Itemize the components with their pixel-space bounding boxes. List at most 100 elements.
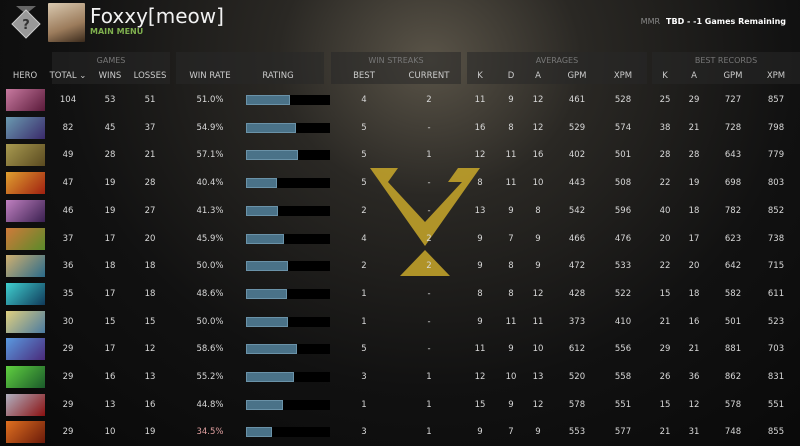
cell-wins: 13	[104, 399, 116, 410]
cell-wins: 17	[104, 288, 116, 299]
column-header-d[interactable]: D	[507, 71, 515, 81]
hero-portrait[interactable]	[6, 282, 45, 305]
cell-xpm: 577	[614, 427, 632, 438]
cell-win-rate: 51.0%	[196, 95, 224, 105]
cell-best: 5	[361, 178, 367, 189]
table-row[interactable]: 29 17 12 58.6% 5 - 11 9 10 612 556 29 21 881 703	[0, 335, 800, 363]
cell-k: 9	[477, 316, 483, 327]
cell-a: 9	[535, 233, 541, 244]
column-header-xpm[interactable]: XPM	[613, 71, 633, 81]
cell-best: 3	[361, 427, 367, 438]
column-header-wins[interactable]: WINS	[98, 71, 122, 81]
cell-win-rate: 55.2%	[196, 372, 224, 382]
cell-best: 2	[361, 261, 367, 272]
profile-header: ? Foxxy[meow] MAIN MENU MMR TBD - -1 Game…	[0, 0, 800, 50]
hero-portrait[interactable]	[6, 255, 45, 278]
cell-total: 35	[62, 288, 74, 299]
hero-portrait[interactable]	[6, 172, 45, 195]
column-header-hero[interactable]: HERO	[12, 71, 38, 81]
column-header-best-xpm[interactable]: XPM	[766, 71, 786, 81]
cell-k: 12	[474, 150, 486, 161]
cell-bxpm: 852	[767, 205, 785, 216]
cell-bk: 21	[659, 316, 671, 327]
hero-portrait[interactable]	[6, 338, 45, 361]
cell-bgpm: 578	[724, 399, 742, 410]
cell-total: 46	[62, 205, 74, 216]
rating-bar-fill	[246, 316, 288, 327]
table-row[interactable]: 30 15 15 50.0% 1 - 9 11 11 373 410 21 16 501 523	[0, 308, 800, 336]
hero-portrait[interactable]	[6, 366, 45, 388]
hero-portrait[interactable]	[6, 89, 45, 111]
hero-portrait[interactable]	[6, 310, 45, 333]
column-header-k[interactable]: K	[477, 71, 483, 81]
table-row[interactable]: 46 19 27 41.3% 2 - 13 9 8 542 596 40 18 782 852	[0, 197, 800, 225]
column-header-current[interactable]: CURRENT	[408, 71, 450, 81]
mmr-value: TBD - -1 Games Remaining	[666, 17, 786, 26]
table-row[interactable]: 29 16 13 55.2% 3 1 12 10 13 520 558 26 36 862 831	[0, 363, 800, 391]
averages-title: AVERAGES	[535, 56, 579, 65]
cell-current: -	[427, 178, 431, 189]
rating-bar-fill	[246, 344, 298, 355]
cell-gpm: 373	[568, 316, 586, 327]
table-row[interactable]: 36 18 18 50.0% 2 2 9 8 9 472 533 22 20 642 715	[0, 252, 800, 280]
cell-d: 9	[508, 344, 514, 355]
table-row[interactable]: 35 17 18 48.6% 1 - 8 8 12 428 522 15 18 582 611	[0, 280, 800, 308]
cell-losses: 15	[144, 316, 156, 327]
cell-k: 9	[477, 233, 483, 244]
cell-losses: 13	[144, 372, 156, 382]
cell-win-rate: 54.9%	[196, 122, 224, 133]
column-header-win-rate[interactable]: WIN RATE	[189, 71, 231, 81]
hero-portrait[interactable]	[6, 421, 45, 444]
cell-current: -	[427, 344, 431, 355]
cell-k: 9	[477, 261, 483, 272]
cell-total: 36	[62, 261, 74, 272]
rating-bar	[246, 344, 330, 355]
table-row[interactable]: 49 28 21 57.1% 5 1 12 11 16 402 501 28 28 643 779	[0, 141, 800, 169]
cell-current: 2	[426, 261, 432, 272]
table-row[interactable]: 104 53 51 51.0% 4 2 11 9 12 461 528 25 29 727 857	[0, 86, 800, 114]
hero-portrait[interactable]	[6, 116, 45, 139]
cell-bgpm: 728	[724, 122, 742, 133]
hero-portrait[interactable]	[6, 144, 45, 167]
table-row[interactable]: 37 17 20 45.9% 4 2 9 7 9 466 476 20 17 623 738	[0, 225, 800, 253]
column-header-best-gpm[interactable]: GPM	[723, 71, 743, 81]
column-header-total[interactable]: TOTAL ⌄	[49, 71, 87, 81]
table-row[interactable]: 29 13 16 44.8% 1 1 15 9 12 578 551 15 12 578 551	[0, 391, 800, 419]
cell-bk: 21	[659, 427, 671, 438]
cell-losses: 27	[144, 205, 156, 216]
hero-portrait[interactable]	[6, 227, 45, 250]
column-header-gpm[interactable]: GPM	[567, 71, 587, 81]
cell-xpm: 522	[614, 288, 632, 299]
table-row[interactable]: 47 19 28 40.4% 5 - 8 11 10 443 508 22 19 698 803	[0, 169, 800, 197]
cell-total: 29	[62, 399, 74, 410]
cell-bxpm: 738	[767, 233, 785, 244]
cell-a: 12	[532, 288, 544, 299]
cell-best: 5	[361, 344, 367, 355]
rating-bar	[246, 261, 330, 272]
column-header-a[interactable]: A	[535, 71, 541, 81]
rating-bar-fill	[246, 372, 294, 382]
column-header-rating[interactable]: RATING	[262, 71, 294, 81]
cell-bk: 26	[659, 372, 671, 382]
cell-total: 82	[62, 122, 74, 133]
cell-ba: 18	[688, 205, 700, 216]
hero-portrait[interactable]	[6, 199, 45, 222]
cell-current: 2	[426, 233, 432, 244]
hero-portrait[interactable]	[6, 393, 45, 416]
table-row[interactable]: 29 10 19 34.5% 3 1 9 7 9 553 577 21 31 748 855	[0, 418, 800, 446]
cell-bxpm: 798	[767, 122, 785, 133]
column-header-best-k[interactable]: K	[662, 71, 668, 81]
rating-bar-fill	[246, 427, 273, 438]
cell-bxpm: 855	[767, 427, 785, 438]
cell-gpm: 542	[568, 205, 586, 216]
cell-xpm: 574	[614, 122, 632, 133]
table-row[interactable]: 82 45 37 54.9% 5 - 16 8 12 529 574 38 21 728 798	[0, 114, 800, 142]
column-header-losses[interactable]: LOSSES	[133, 71, 167, 81]
avatar[interactable]	[48, 3, 85, 42]
plus-logo-icon	[370, 168, 480, 276]
column-header-best[interactable]: BEST	[353, 71, 375, 81]
column-header-best-a[interactable]: A	[691, 71, 697, 81]
cell-losses: 21	[144, 150, 156, 161]
cell-bgpm: 582	[724, 288, 742, 299]
main-menu-link[interactable]: MAIN MENU	[90, 27, 144, 36]
